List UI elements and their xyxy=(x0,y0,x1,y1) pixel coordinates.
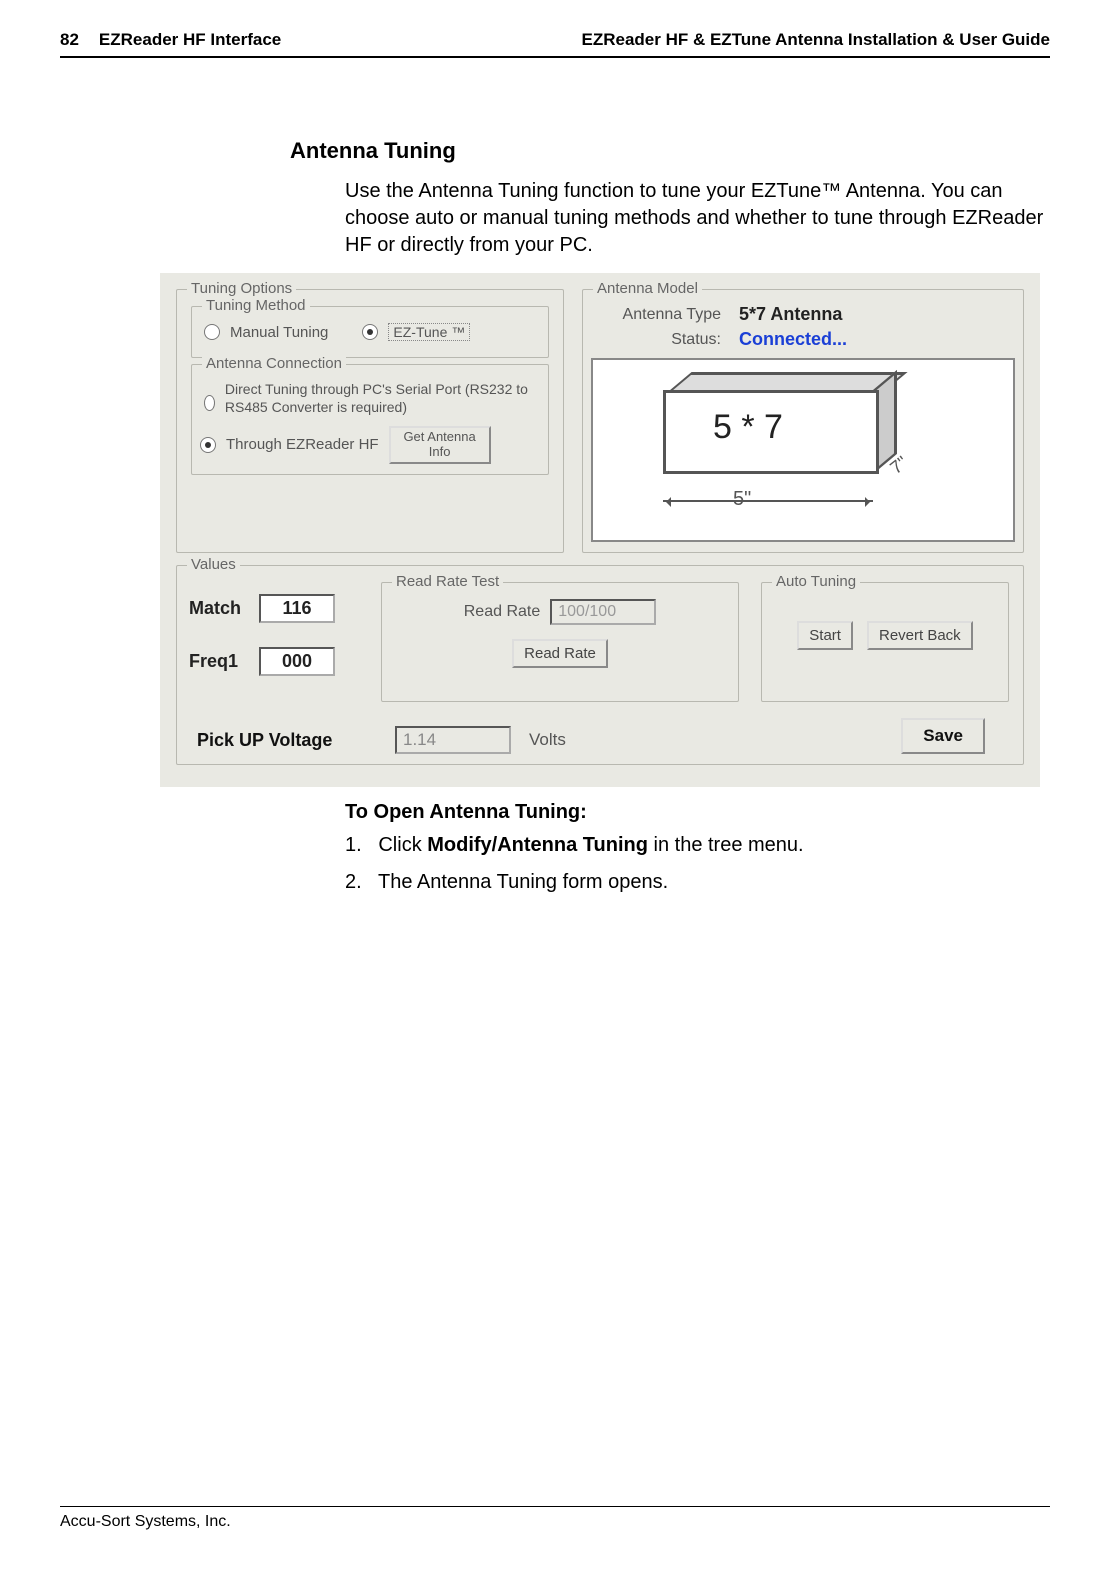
antenna-diagram: 5 * 7 5" 7" xyxy=(591,358,1015,542)
tuning-method-group: Tuning Method Manual Tuning EZ-Tune ™ xyxy=(191,306,549,358)
revert-back-button[interactable]: Revert Back xyxy=(867,621,973,650)
auto-tuning-legend: Auto Tuning xyxy=(772,573,860,590)
step1-text-b: in the tree menu. xyxy=(648,834,804,856)
values-group: Values Match 116 Freq1 000 Read Rate xyxy=(176,565,1024,765)
diagram-width-dim: 5" xyxy=(733,488,751,511)
read-rate-button[interactable]: Read Rate xyxy=(512,639,608,668)
header-right-title: EZReader HF & EZTune Antenna Installatio… xyxy=(581,30,1050,50)
antenna-type-value: 5*7 Antenna xyxy=(739,304,842,325)
section-title: Antenna Tuning xyxy=(290,138,1050,164)
antenna-connection-legend: Antenna Connection xyxy=(202,355,346,372)
tuning-options-legend: Tuning Options xyxy=(187,280,296,297)
step-1: 1. Click Modify/Antenna Tuning in the tr… xyxy=(345,832,1050,859)
antenna-model-legend: Antenna Model xyxy=(593,280,702,297)
antenna-tuning-screenshot: Tuning Options Tuning Method Manual Tuni… xyxy=(160,273,1040,787)
section-intro: Use the Antenna Tuning function to tune … xyxy=(345,178,1050,259)
eztune-radio[interactable] xyxy=(362,324,378,340)
diagram-label: 5 * 7 xyxy=(713,408,783,447)
start-button[interactable]: Start xyxy=(797,621,853,650)
match-label: Match xyxy=(189,598,259,619)
header-left-title: EZReader HF Interface xyxy=(99,30,281,50)
volts-label: Volts xyxy=(529,730,566,750)
step1-num: 1. xyxy=(345,834,362,856)
manual-tuning-radio[interactable] xyxy=(204,324,220,340)
antenna-connection-group: Antenna Connection Direct Tuning through… xyxy=(191,364,549,475)
status-value: Connected... xyxy=(739,329,847,350)
direct-tuning-label: Direct Tuning through PC's Serial Port (… xyxy=(225,381,536,416)
direct-tuning-radio[interactable] xyxy=(204,395,215,411)
through-ezreader-radio[interactable] xyxy=(200,437,216,453)
pickup-voltage-value: 1.14 xyxy=(395,726,511,754)
page-footer: Accu-Sort Systems, Inc. xyxy=(60,1506,1050,1531)
through-ezreader-label: Through EZReader HF xyxy=(226,436,379,453)
step1-bold: Modify/Antenna Tuning xyxy=(427,834,648,856)
values-legend: Values xyxy=(187,556,240,573)
antenna-model-group: Antenna Model Antenna Type 5*7 Antenna S… xyxy=(582,289,1024,553)
step2-num: 2. xyxy=(345,871,362,893)
step-2: 2. The Antenna Tuning form opens. xyxy=(345,869,1050,896)
page-number: 82 xyxy=(60,30,79,50)
eztune-label: EZ-Tune ™ xyxy=(388,323,470,341)
read-rate-value: 100/100 xyxy=(550,599,656,625)
step2-text: The Antenna Tuning form opens. xyxy=(378,871,668,893)
steps-title: To Open Antenna Tuning: xyxy=(345,801,1050,824)
read-rate-test-group: Read Rate Test Read Rate 100/100 Read Ra… xyxy=(381,582,739,702)
save-button[interactable]: Save xyxy=(901,718,985,754)
step1-text-a: Click xyxy=(378,834,427,856)
manual-tuning-label: Manual Tuning xyxy=(230,324,328,341)
pickup-voltage-label: Pick UP Voltage xyxy=(197,730,377,751)
auto-tuning-group: Auto Tuning Start Revert Back xyxy=(761,582,1009,702)
freq1-label: Freq1 xyxy=(189,651,259,672)
page-header: 82 EZReader HF Interface EZReader HF & E… xyxy=(60,30,1050,58)
tuning-options-group: Tuning Options Tuning Method Manual Tuni… xyxy=(176,289,564,553)
match-value[interactable]: 116 xyxy=(259,594,335,623)
get-antenna-info-button[interactable]: Get Antenna Info xyxy=(389,426,491,464)
antenna-type-label: Antenna Type xyxy=(591,306,721,324)
status-label: Status: xyxy=(591,331,721,349)
read-rate-legend: Read Rate Test xyxy=(392,573,503,590)
footer-text: Accu-Sort Systems, Inc. xyxy=(60,1513,231,1530)
tuning-method-legend: Tuning Method xyxy=(202,297,310,314)
freq1-value[interactable]: 000 xyxy=(259,647,335,676)
read-rate-label: Read Rate xyxy=(464,603,541,621)
